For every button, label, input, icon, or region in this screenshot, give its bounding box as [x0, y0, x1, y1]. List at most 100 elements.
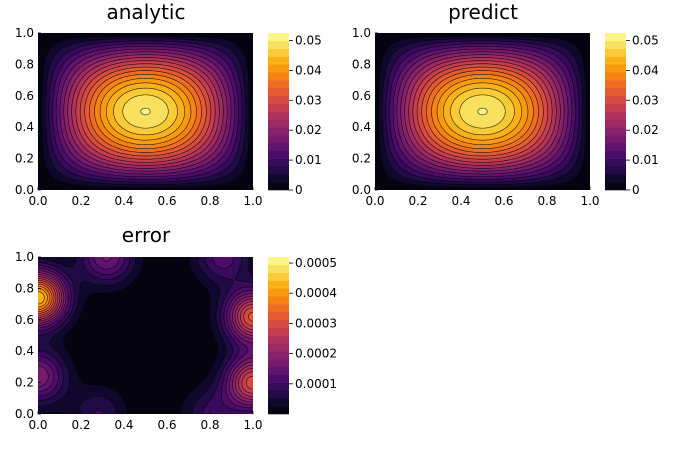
panel-analytic: analytic 0.0 0.2 0.4 0.6 0.8 1.0 0.0 0.2 0.4 0.6… — [15, 0, 322, 208]
contour-line — [122, 94, 169, 129]
x-tick-label: 1.0 — [243, 194, 262, 208]
colorbar-tick-label: 0.04 — [632, 63, 659, 77]
contour-line — [37, 283, 53, 312]
y-tick-label: 0.4 — [15, 120, 34, 134]
colorbar-band — [268, 382, 289, 391]
colorbar-band — [268, 280, 289, 289]
contour-line — [37, 256, 254, 409]
colorbar-band — [605, 111, 626, 120]
contour-line — [431, 73, 534, 150]
colorbar-band — [268, 288, 289, 297]
x-axis: 0.0 0.2 0.4 0.6 0.8 1.0 — [365, 187, 600, 208]
x-tick-label: 0.0 — [28, 418, 47, 432]
colorbar-band — [268, 150, 289, 159]
colorbar-tick-label: 0.0002 — [295, 347, 337, 361]
y-tick-label: 1.0 — [352, 26, 371, 40]
y-axis: 0.0 0.2 0.4 0.6 0.8 1.0 — [352, 26, 378, 197]
y-tick-label: 0.6 — [15, 313, 34, 327]
colorbar-band — [268, 257, 289, 266]
colorbar-band — [268, 127, 289, 136]
x-tick-label: 0.4 — [114, 194, 133, 208]
colorbar-band — [605, 64, 626, 73]
colorbar-tick-label: 0.0003 — [295, 316, 337, 330]
contour-line — [37, 285, 51, 310]
colorbar-band — [268, 311, 289, 321]
contour-line — [67, 54, 224, 169]
y-tick-label: 0.8 — [352, 57, 371, 71]
colorbar-tick-label: 0 — [295, 183, 303, 197]
colorbar-band — [605, 48, 626, 57]
plot-title: predict — [448, 0, 518, 24]
colorbar-band — [268, 80, 289, 89]
y-tick-label: 0.6 — [352, 89, 371, 103]
colorbar: 0 0.01 0.02 0.03 0.04 0.05 — [605, 33, 659, 197]
contour-line — [396, 48, 569, 175]
y-tick-label: 0.6 — [15, 89, 34, 103]
colorbar-tick-label: 0.02 — [632, 123, 659, 137]
colorbar-band — [605, 150, 626, 159]
contour-lines — [41, 35, 250, 188]
colorbar-band — [268, 351, 289, 360]
y-tick-label: 0.4 — [15, 344, 34, 358]
contour-line — [37, 272, 254, 403]
colorbar-band — [605, 33, 626, 42]
contour-line — [140, 107, 151, 116]
colorbar-tick-label: 0.01 — [295, 153, 322, 167]
x-tick-label: 0.6 — [157, 418, 176, 432]
colorbar: 0 0.01 0.02 0.03 0.04 0.05 — [268, 33, 322, 197]
colorbar-band — [268, 103, 289, 112]
colorbar-band — [605, 72, 626, 81]
contour-line — [37, 276, 254, 397]
contour-line — [105, 82, 186, 141]
colorbar-band — [268, 111, 289, 120]
colorbar-band — [605, 127, 626, 136]
contour-line — [378, 35, 587, 188]
colorbar-band — [268, 343, 289, 352]
colorbar-band — [268, 135, 289, 144]
x-tick-label: 0.2 — [408, 194, 427, 208]
contour-line — [41, 35, 250, 188]
plot-title: error — [122, 223, 171, 247]
colorbar-band — [268, 142, 289, 152]
contour-line — [71, 57, 220, 166]
contour-line — [63, 51, 228, 172]
colorbar-tick-label: 0.03 — [295, 93, 322, 107]
contour-line — [79, 63, 212, 160]
x-tick-label: 0.0 — [365, 194, 384, 208]
plot-title: analytic — [107, 0, 186, 24]
colorbar-band — [268, 158, 289, 167]
colorbar-band — [605, 174, 626, 183]
y-tick-label: 0.2 — [15, 152, 34, 166]
colorbar-tick-label: 0.02 — [295, 123, 322, 137]
colorbar-band — [268, 182, 289, 191]
y-tick-label: 0.8 — [15, 281, 34, 295]
colorbar: 0.0001 0.0002 0.0003 0.0004 0.0005 — [268, 256, 337, 415]
contour-line — [459, 94, 506, 129]
heatmap-image — [375, 33, 590, 190]
colorbar-band — [605, 119, 626, 128]
colorbar-band — [268, 48, 289, 57]
x-tick-label: 0.8 — [200, 194, 219, 208]
colorbar-band — [605, 142, 626, 152]
contour-line — [113, 87, 178, 136]
x-tick-label: 0.0 — [28, 194, 47, 208]
contour-line — [408, 57, 557, 166]
contour-line — [477, 107, 488, 116]
colorbar-band — [268, 87, 289, 97]
contour-line — [412, 60, 553, 163]
colorbar-band — [268, 119, 289, 128]
x-tick-label: 0.8 — [537, 194, 556, 208]
contour-line — [400, 51, 565, 172]
contour-line — [48, 40, 243, 183]
colorbar-band — [268, 64, 289, 73]
x-axis: 0.0 0.2 0.4 0.6 0.8 1.0 — [28, 187, 263, 208]
colorbar-band — [268, 296, 289, 305]
contour-line — [99, 78, 192, 145]
colorbar-band — [268, 335, 289, 344]
colorbar-band — [268, 264, 289, 273]
colorbar-band — [605, 95, 626, 104]
colorbar-band — [605, 182, 626, 191]
colorbar-tick-label: 0.0005 — [295, 256, 337, 270]
colorbar-band — [605, 166, 626, 175]
